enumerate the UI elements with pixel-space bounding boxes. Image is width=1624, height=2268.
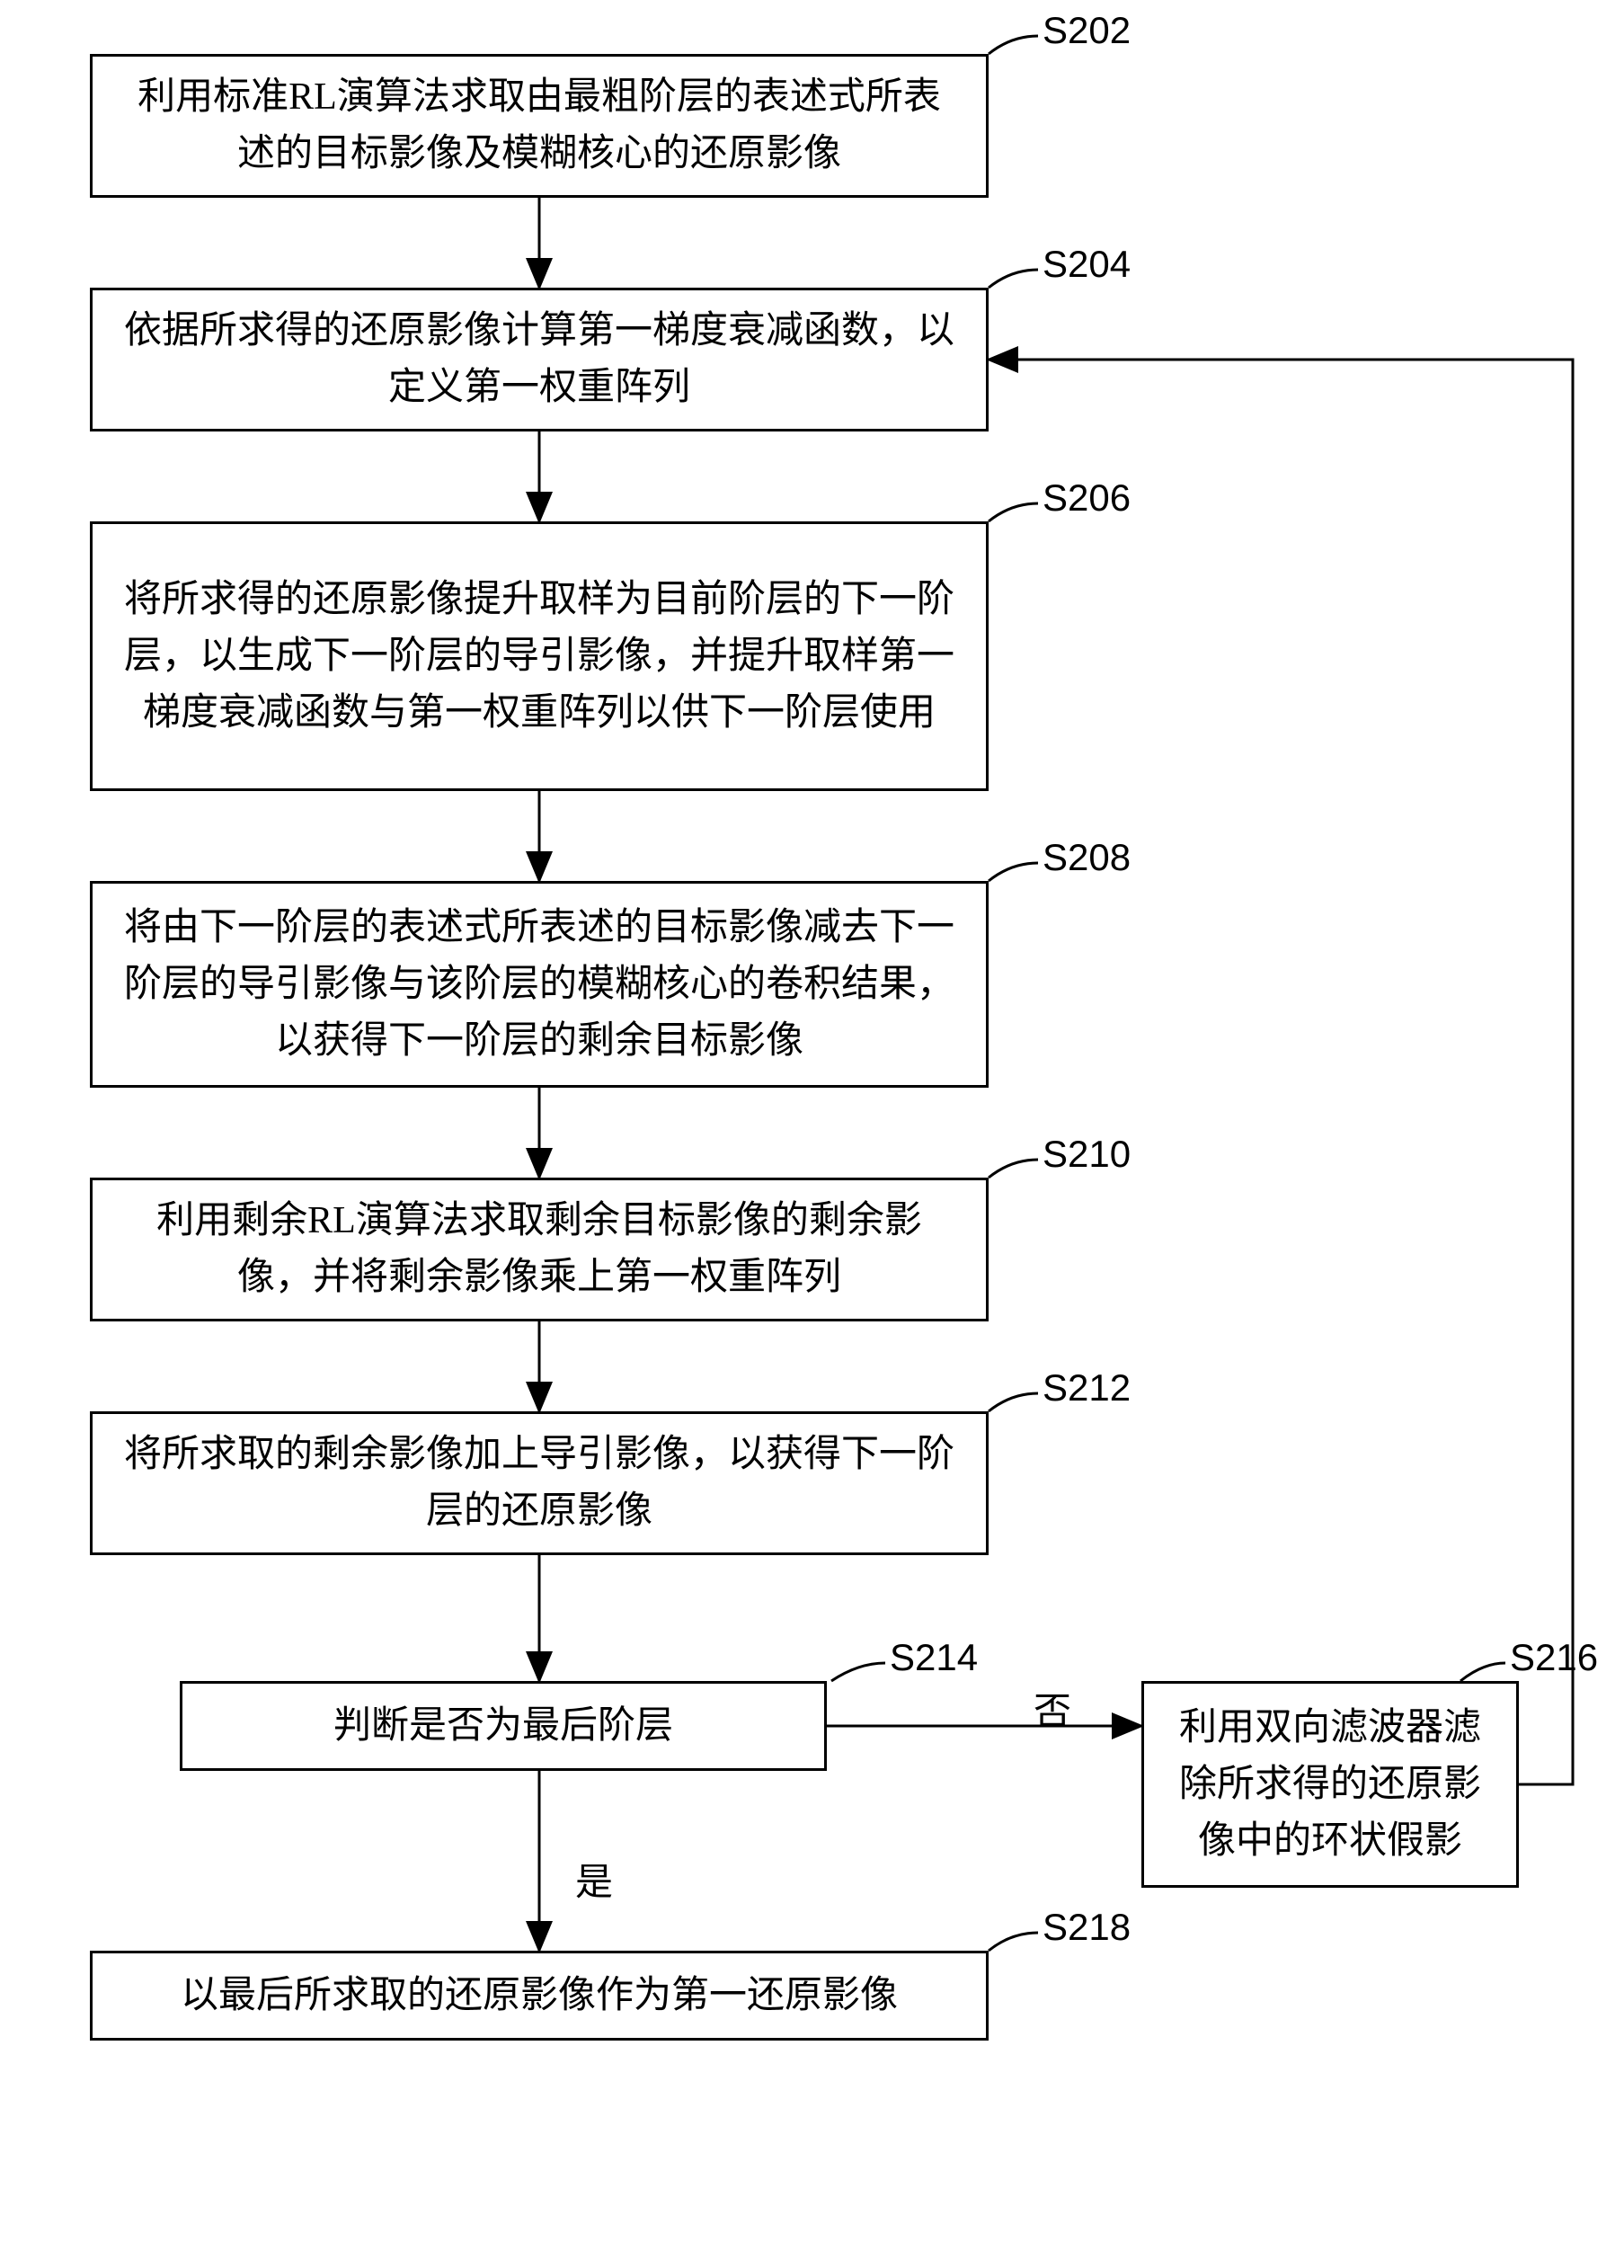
node-text: 利用标准RL演算法求取由最粗阶层的表述式所表述的目标影像及模糊核心的还原影像 <box>120 69 959 182</box>
node-text: 依据所求得的还原影像计算第一梯度衰减函数，以定义第一权重阵列 <box>120 303 959 416</box>
flow-node-s202: 利用标准RL演算法求取由最粗阶层的表述式所表述的目标影像及模糊核心的还原影像 <box>90 54 989 198</box>
node-text: 将由下一阶层的表述式所表述的目标影像减去下一阶层的导引影像与该阶层的模糊核心的卷… <box>120 900 959 1070</box>
node-text: 利用双向滤波器滤除所求得的还原影像中的环状假影 <box>1171 1700 1489 1870</box>
node-text: 将所求取的剩余影像加上导引影像，以获得下一阶层的还原影像 <box>120 1427 959 1540</box>
step-label-s214: S214 <box>890 1636 978 1679</box>
flow-node-s204: 依据所求得的还原影像计算第一梯度衰减函数，以定义第一权重阵列 <box>90 288 989 431</box>
step-label-s208: S208 <box>1043 836 1131 879</box>
step-label-s204: S204 <box>1043 243 1131 286</box>
flow-node-s218: 以最后所求取的还原影像作为第一还原影像 <box>90 1951 989 2041</box>
flow-node-s216: 利用双向滤波器滤除所求得的还原影像中的环状假影 <box>1141 1681 1519 1888</box>
edge-label-no: 否 <box>1034 1681 1071 1736</box>
node-text: 利用剩余RL演算法求取剩余目标影像的剩余影像，并将剩余影像乘上第一权重阵列 <box>120 1193 959 1306</box>
step-label-s210: S210 <box>1043 1133 1131 1176</box>
node-text: 判断是否为最后阶层 <box>333 1698 673 1755</box>
step-label-s202: S202 <box>1043 9 1131 52</box>
flow-node-s208: 将由下一阶层的表述式所表述的目标影像减去下一阶层的导引影像与该阶层的模糊核心的卷… <box>90 881 989 1088</box>
edge-label-yes: 是 <box>575 1852 613 1907</box>
step-label-s218: S218 <box>1043 1906 1131 1949</box>
flow-node-s212: 将所求取的剩余影像加上导引影像，以获得下一阶层的还原影像 <box>90 1411 989 1555</box>
flow-node-s214: 判断是否为最后阶层 <box>180 1681 827 1771</box>
node-text: 将所求得的还原影像提升取样为目前阶层的下一阶层，以生成下一阶层的导引影像，并提升… <box>120 572 959 742</box>
step-label-s216: S216 <box>1510 1636 1598 1679</box>
flow-node-s206: 将所求得的还原影像提升取样为目前阶层的下一阶层，以生成下一阶层的导引影像，并提升… <box>90 521 989 791</box>
step-label-s206: S206 <box>1043 476 1131 520</box>
step-label-s212: S212 <box>1043 1366 1131 1410</box>
flow-node-s210: 利用剩余RL演算法求取剩余目标影像的剩余影像，并将剩余影像乘上第一权重阵列 <box>90 1178 989 1321</box>
node-text: 以最后所求取的还原影像作为第一还原影像 <box>181 1968 898 2024</box>
